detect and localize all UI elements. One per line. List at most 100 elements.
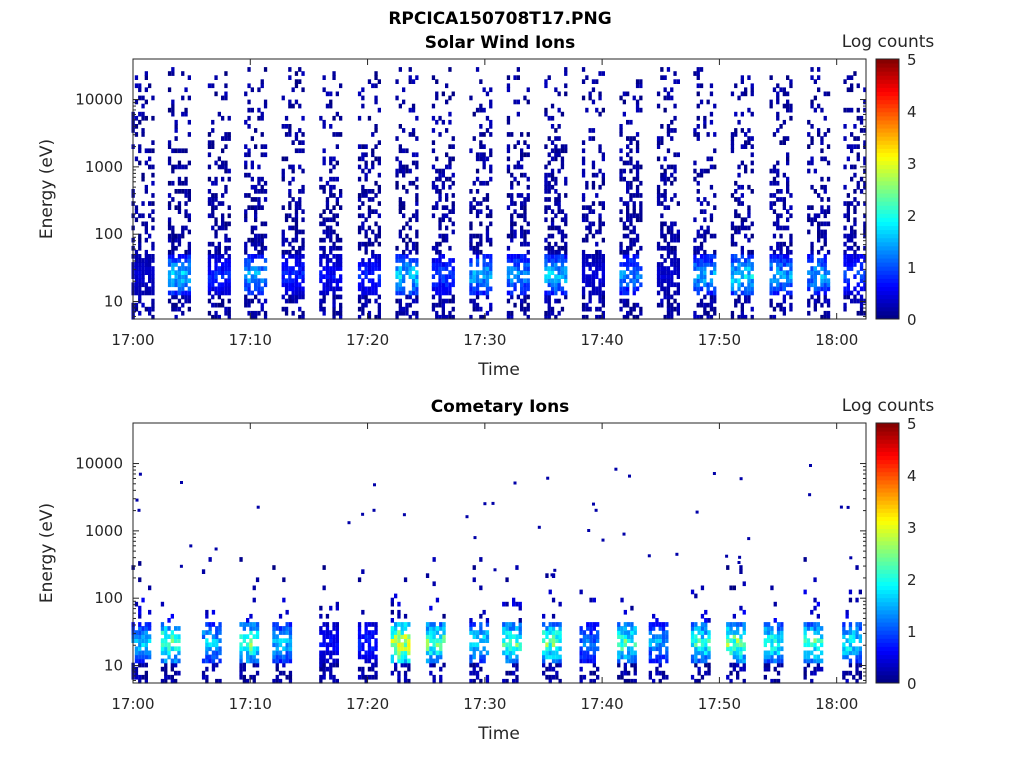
heatmap-cell: [523, 290, 527, 296]
heatmap-cell: [693, 132, 697, 137]
heatmap-cell: [732, 613, 736, 619]
heatmap-cell: [586, 646, 590, 652]
heatmap-cell: [627, 638, 631, 643]
heatmap-cell: [184, 274, 188, 279]
heatmap-cell: [810, 249, 814, 255]
heatmap-cell: [411, 241, 416, 247]
heatmap-cell: [489, 237, 493, 243]
heatmap-cell: [451, 314, 455, 320]
heatmap-cell: [518, 626, 522, 631]
heatmap-cell: [181, 266, 185, 271]
heatmap-cell: [579, 674, 583, 680]
heatmap-cell: [554, 213, 558, 219]
heatmap-cell: [554, 266, 558, 271]
heatmap-cell: [696, 274, 700, 279]
heatmap-cell: [171, 249, 175, 255]
heatmap-cell: [585, 217, 589, 223]
heatmap-cell: [214, 205, 218, 210]
heatmap-cell: [626, 144, 630, 149]
heatmap-cell: [592, 622, 596, 627]
heatmap-cell: [144, 622, 148, 627]
heatmap-cell: [254, 144, 258, 149]
heatmap-cell: [585, 184, 589, 190]
colorbar-swatch: [876, 156, 899, 162]
heatmap-cell: [138, 310, 142, 316]
heatmap-cell: [482, 197, 486, 202]
heatmap-cell: [807, 282, 811, 288]
heatmap-cell: [779, 233, 783, 239]
heatmap-cell: [257, 290, 261, 296]
heatmap-cell: [542, 622, 546, 627]
heatmap-cell: [322, 638, 326, 643]
heatmap-cell: [211, 270, 215, 275]
heatmap-cell: [138, 613, 142, 619]
heatmap-cell: [632, 213, 636, 219]
heatmap-cell: [298, 290, 302, 296]
heatmap-cell: [211, 634, 216, 639]
heatmap-cell: [138, 87, 142, 93]
heatmap-cell: [322, 642, 326, 648]
heatmap-cell: [298, 262, 302, 267]
heatmap-cell: [339, 83, 343, 89]
heatmap-cell: [696, 249, 700, 255]
heatmap-cell: [852, 650, 856, 656]
heatmap-cell: [367, 241, 372, 247]
heatmap-cell: [846, 201, 850, 206]
heatmap-cell: [285, 630, 289, 635]
heatmap-cell: [335, 650, 339, 656]
heatmap-cell: [547, 75, 551, 80]
heatmap-cell: [515, 678, 519, 684]
heatmap-cell: [666, 254, 671, 259]
heatmap-cell: [451, 193, 455, 198]
heatmap-cell: [767, 654, 771, 660]
heatmap-cell: [398, 164, 402, 170]
heatmap-cell: [181, 262, 185, 267]
colorbar-swatch: [876, 63, 899, 68]
heatmap-cell: [301, 314, 305, 320]
heatmap-cell: [598, 201, 602, 206]
heatmap-cell: [441, 302, 445, 308]
heatmap-cell: [520, 193, 524, 198]
heatmap-cell: [335, 601, 339, 607]
heatmap-cell: [218, 646, 222, 652]
heatmap-cell: [357, 622, 362, 627]
heatmap-cell: [544, 294, 548, 300]
heatmap-cell: [737, 286, 741, 292]
heatmap-cell: [415, 233, 419, 239]
x-tick-label: 17:50: [698, 331, 741, 349]
heatmap-cell: [411, 278, 416, 284]
heatmap-cell: [374, 626, 378, 631]
heatmap-cell: [557, 201, 561, 206]
heatmap-cell: [479, 557, 483, 562]
heatmap-cell: [469, 148, 473, 154]
heatmap-cell: [703, 233, 707, 239]
heatmap-cell: [394, 646, 398, 652]
heatmap-cell: [288, 634, 293, 639]
heatmap-cell: [284, 306, 289, 312]
heatmap-cell: [826, 128, 831, 133]
colorbar-swatch: [876, 314, 899, 320]
heatmap-cell: [438, 176, 442, 182]
heatmap-cell: [806, 654, 811, 660]
heatmap-cell: [221, 266, 225, 271]
heatmap-cell: [855, 622, 859, 627]
heatmap-cell: [619, 132, 623, 137]
heatmap-cell: [591, 164, 596, 170]
heatmap-cell: [750, 278, 754, 284]
heatmap-cell: [138, 626, 142, 631]
heatmap-cell: [400, 650, 404, 656]
heatmap-cell: [272, 630, 276, 635]
heatmap-cell: [482, 646, 486, 652]
heatmap-cell: [485, 156, 490, 162]
heatmap-cell: [544, 314, 548, 320]
heatmap-cell: [776, 160, 780, 166]
heatmap-cell: [863, 221, 867, 227]
heatmap-cell: [699, 201, 704, 206]
heatmap-cell: [666, 314, 671, 320]
colorbar-swatch: [876, 557, 899, 562]
heatmap-cell: [676, 258, 680, 263]
heatmap-cell: [298, 164, 302, 170]
heatmap-cell: [402, 184, 406, 190]
heatmap-cell: [626, 160, 630, 166]
